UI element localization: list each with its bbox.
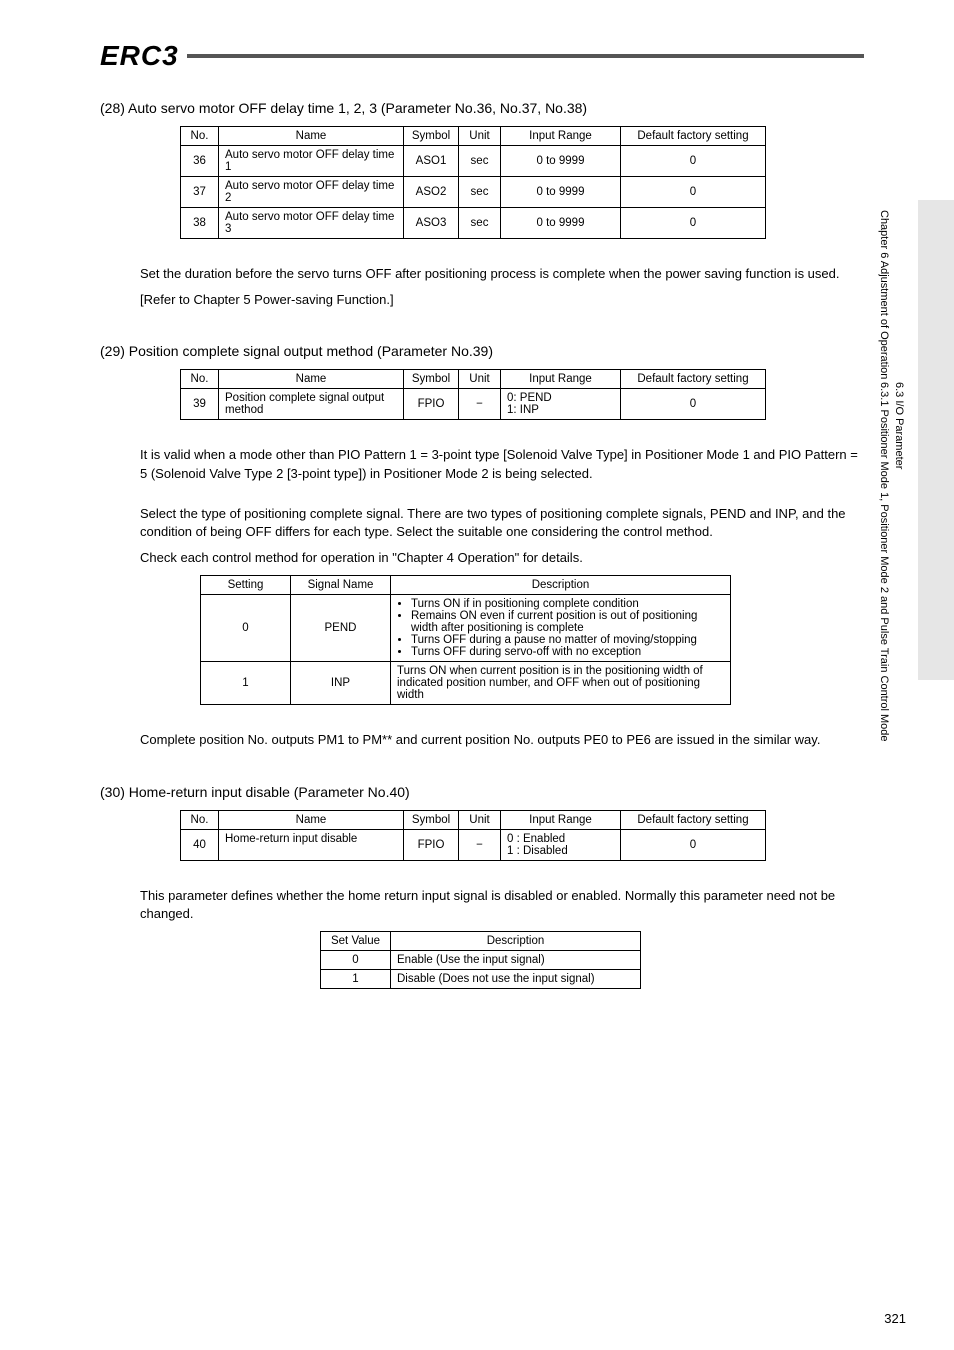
table-header-cell: Signal Name	[291, 576, 391, 595]
table-params-28: No.NameSymbolUnitInput RangeDefault fact…	[180, 126, 766, 239]
page-content: ERC3 (28) Auto servo motor OFF delay tim…	[0, 0, 954, 1019]
table-header-cell: Description	[391, 576, 731, 595]
table-cell: 0	[621, 389, 766, 420]
table-cell: 36	[181, 146, 219, 177]
table-cell: Position complete signal output method	[219, 389, 404, 420]
table-header-cell: Unit	[459, 810, 501, 829]
table-small-30: Set ValueDescription 0Enable (Use the in…	[320, 931, 641, 989]
table-header-cell: Set Value	[321, 931, 391, 950]
table-cell: ASO1	[404, 146, 459, 177]
table-header-cell: Input Range	[501, 810, 621, 829]
table-row: 38Auto servo motor OFF delay time 3ASO3s…	[181, 208, 766, 239]
table-params-29: No.NameSymbolUnitInput RangeDefault fact…	[180, 369, 766, 420]
table-cell: FPIO	[404, 829, 459, 860]
bullet-item: Turns ON if in positioning complete cond…	[411, 598, 724, 610]
table-header-cell: Name	[219, 127, 404, 146]
section-29-para4: Complete position No. outputs PM1 to PM*…	[140, 731, 864, 749]
table-row: 36Auto servo motor OFF delay time 1ASO1s…	[181, 146, 766, 177]
section-30-para1: This parameter defines whether the home …	[140, 887, 864, 923]
table-header-cell: Symbol	[404, 810, 459, 829]
table-cell: Enable (Use the input signal)	[391, 950, 641, 969]
table-cell: 39	[181, 389, 219, 420]
table-header-cell: No.	[181, 127, 219, 146]
table-cell: 37	[181, 177, 219, 208]
table-cell: ASO3	[404, 208, 459, 239]
table-cell: ASO2	[404, 177, 459, 208]
table-cell: PEND	[291, 595, 391, 662]
table-cell: 0: PEND1: INP	[501, 389, 621, 420]
table-row: 1Disable (Does not use the input signal)	[321, 969, 641, 988]
table-header-cell: Input Range	[501, 370, 621, 389]
table-cell: 0 to 9999	[501, 146, 621, 177]
table-cell: 0	[201, 595, 291, 662]
table-header-cell: Input Range	[501, 127, 621, 146]
table-cell: 0	[621, 829, 766, 860]
bullet-item: Turns OFF during servo-off with no excep…	[411, 646, 724, 658]
table-cell: 40	[181, 829, 219, 860]
table-header-cell: Unit	[459, 370, 501, 389]
table-cell: Turns ON when current position is in the…	[391, 662, 731, 705]
table-cell: 0	[621, 146, 766, 177]
table-header-cell: Name	[219, 370, 404, 389]
table-cell: 0 : Enabled1 : Disabled	[501, 829, 621, 860]
section-29-para1: It is valid when a mode other than PIO P…	[140, 446, 864, 482]
table-cell: 0	[621, 208, 766, 239]
table-header-cell: Setting	[201, 576, 291, 595]
table-row: 39Position complete signal output method…	[181, 389, 766, 420]
section-30-title: (30) Home-return input disable (Paramete…	[100, 784, 864, 800]
table-cell: 38	[181, 208, 219, 239]
bullet-item: Remains ON even if current position is o…	[411, 610, 724, 634]
table-header-cell: Description	[391, 931, 641, 950]
table-row: 0Enable (Use the input signal)	[321, 950, 641, 969]
table-cell: Disable (Does not use the input signal)	[391, 969, 641, 988]
table-row: 40Home-return input disableFPIO−0 : Enab…	[181, 829, 766, 860]
logo-line	[187, 54, 864, 58]
table-header-cell: No.	[181, 370, 219, 389]
table-cell: 0 to 9999	[501, 208, 621, 239]
table-cell: INP	[291, 662, 391, 705]
table-params-30: No.NameSymbolUnitInput RangeDefault fact…	[180, 810, 766, 861]
table-cell: 0 to 9999	[501, 177, 621, 208]
table-header-cell: No.	[181, 810, 219, 829]
section-28-para1: Set the duration before the servo turns …	[140, 265, 864, 283]
table-desc-29: SettingSignal NameDescription 0PENDTurns…	[200, 575, 731, 705]
section-29-para3: Check each control method for operation …	[140, 549, 864, 567]
table-cell: Turns ON if in positioning complete cond…	[391, 595, 731, 662]
table-cell: −	[459, 389, 501, 420]
table-cell: sec	[459, 177, 501, 208]
table-header-cell: Name	[219, 810, 404, 829]
table-header-cell: Default factory setting	[621, 127, 766, 146]
header-logo-row: ERC3	[100, 40, 864, 72]
table-header-cell: Symbol	[404, 370, 459, 389]
table-cell: sec	[459, 208, 501, 239]
table-header-cell: Default factory setting	[621, 810, 766, 829]
table-cell: sec	[459, 146, 501, 177]
table-cell: −	[459, 829, 501, 860]
table-cell: 0	[321, 950, 391, 969]
table-header-cell: Unit	[459, 127, 501, 146]
table-header-cell: Default factory setting	[621, 370, 766, 389]
logo: ERC3	[100, 40, 179, 72]
table-header-cell: Symbol	[404, 127, 459, 146]
page-number: 321	[884, 1311, 906, 1326]
section-29-title: (29) Position complete signal output met…	[100, 343, 864, 359]
table-row: 0PEND Turns ON if in positioning complete…	[201, 595, 731, 662]
table-row: 37Auto servo motor OFF delay time 2ASO2s…	[181, 177, 766, 208]
table-cell: Auto servo motor OFF delay time 2	[219, 177, 404, 208]
table-cell: 1	[321, 969, 391, 988]
table-cell: Home-return input disable	[219, 829, 404, 860]
table-cell: 1	[201, 662, 291, 705]
table-cell: FPIO	[404, 389, 459, 420]
table-cell: 0	[621, 177, 766, 208]
section-29-para2: Select the type of positioning complete …	[140, 505, 864, 541]
bullet-item: Turns OFF during a pause no matter of mo…	[411, 634, 724, 646]
section-28-para2: [Refer to Chapter 5 Power-saving Functio…	[140, 291, 864, 309]
table-row: 1INPTurns ON when current position is in…	[201, 662, 731, 705]
table-cell: Auto servo motor OFF delay time 1	[219, 146, 404, 177]
section-28-title: (28) Auto servo motor OFF delay time 1, …	[100, 100, 864, 116]
table-cell: Auto servo motor OFF delay time 3	[219, 208, 404, 239]
